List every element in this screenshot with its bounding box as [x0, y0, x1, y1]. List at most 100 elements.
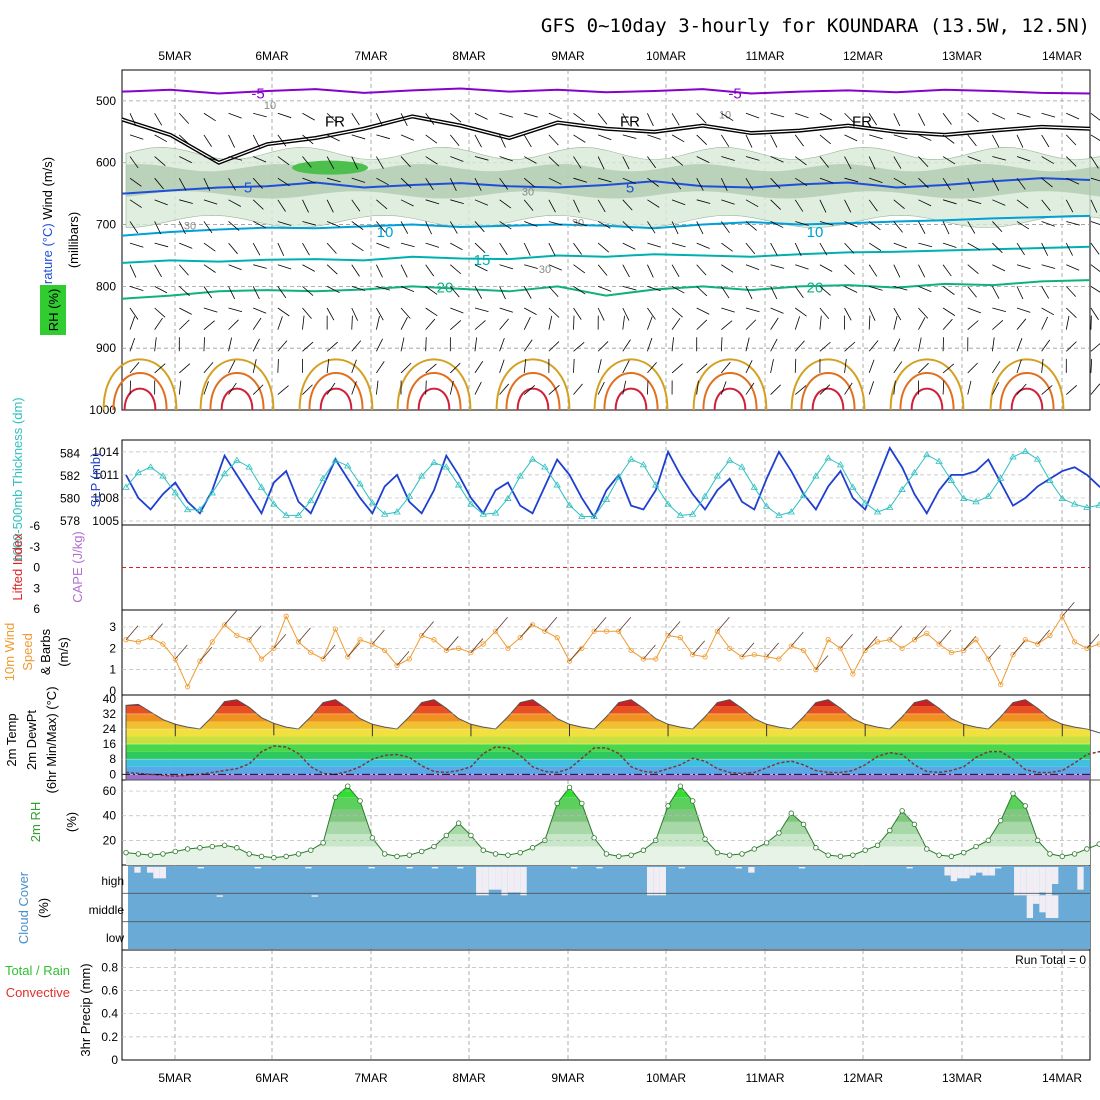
wind-barb [154, 156, 166, 166]
thickness-marker [762, 502, 771, 509]
wind-barb [918, 317, 926, 330]
rh-marker [160, 851, 166, 857]
wind-barb [893, 177, 907, 186]
wind-barb [967, 307, 981, 314]
thickness-marker [196, 505, 204, 513]
rh-marker [862, 847, 868, 853]
wind-speed-marker [800, 647, 807, 654]
wind-barb [450, 264, 462, 275]
temp-band [126, 759, 1090, 767]
wind-speed-marker [911, 637, 918, 643]
thickness-marker [134, 468, 143, 476]
wind-barb [770, 156, 784, 163]
cloud-mid-bar [1033, 895, 1040, 904]
contour-label-12: 30 [522, 187, 534, 199]
wind-barb [868, 307, 876, 321]
rh-marker [529, 845, 536, 851]
wind-barb [277, 358, 279, 373]
thickness-marker [652, 481, 660, 488]
rh-marker [1010, 790, 1016, 797]
wind-speed-marker [480, 641, 486, 647]
thickness-marker [442, 463, 451, 470]
lifted-tick--6: -6 [29, 519, 40, 533]
wind-barb [351, 199, 361, 212]
wind-barb [647, 221, 656, 234]
precip-tick-0.2: 0.2 [101, 1030, 118, 1044]
thickness-marker [1033, 455, 1042, 462]
wind-barb [1066, 264, 1080, 271]
wind-barb [819, 199, 827, 213]
wind-barb [844, 199, 852, 213]
wind-barb [696, 319, 708, 330]
precip-ylabel: 3hr Precip (mm) [78, 963, 93, 1056]
rh-band [126, 797, 1090, 810]
thickness-marker [775, 511, 783, 518]
wind-barb [671, 242, 686, 248]
lifted-ylabel: Lifted Index [10, 533, 25, 601]
wind-barb [474, 199, 489, 206]
thickness-marker [1009, 453, 1017, 460]
thickness-marker [713, 472, 722, 479]
wind-barb [622, 264, 630, 278]
wind-barb [647, 285, 661, 292]
wind-barb [844, 221, 858, 228]
rh-marker [184, 846, 191, 852]
wind-barb [450, 307, 464, 314]
thickness-marker [516, 472, 524, 479]
wind-barb [523, 177, 536, 188]
wind-barb [228, 156, 243, 161]
wind-barb [326, 382, 336, 395]
wind-barb [474, 381, 482, 395]
thickness-marker [1095, 501, 1100, 508]
wind-barb-10m [717, 616, 730, 632]
wind-barb [253, 156, 267, 163]
rh-marker [1059, 853, 1065, 860]
thickness-marker [159, 472, 167, 479]
rh-marker [714, 849, 721, 856]
cloud-high-bar [995, 867, 1002, 869]
wind-barb [721, 156, 735, 161]
wind-barb [129, 307, 139, 320]
wind-barb [893, 380, 896, 395]
wind-barb [1090, 112, 1100, 121]
wind-barb [1065, 156, 1077, 167]
wind-barb [745, 221, 757, 231]
thickness-marker [307, 497, 315, 504]
thickness-marker [923, 450, 931, 458]
temp-ylabel-0: 2m Temp [4, 713, 19, 766]
cloud-high-bar [1052, 867, 1059, 884]
wind-barb [203, 337, 205, 352]
rh-marker [911, 821, 918, 828]
date-tick-top-12MAR: 12MAR [843, 49, 883, 63]
wind-barb [376, 338, 384, 352]
contour-label-5: 5 [244, 179, 252, 196]
wind-barb [967, 178, 975, 191]
wind-barb [868, 264, 878, 277]
warm-contour-0-0 [102, 358, 178, 411]
contour-label-8: 10 [807, 224, 824, 241]
wind-barb [819, 341, 831, 352]
wind-barb [598, 134, 612, 141]
wind-barb [302, 177, 316, 184]
slp-tick-1011: 1011 [93, 468, 119, 482]
wind-barb [129, 285, 144, 291]
wind-barb [129, 177, 142, 187]
wind-barb [721, 199, 735, 205]
wind-barb [228, 112, 242, 119]
wind-barb [277, 385, 289, 395]
thickness-marker [824, 454, 832, 461]
thickness-marker [565, 501, 574, 508]
wind-barb [992, 199, 1006, 206]
rh-marker [689, 798, 696, 804]
wind-barb [178, 319, 190, 330]
wind-barb [228, 134, 235, 148]
wind-barb-10m [914, 625, 927, 641]
wind-barb [326, 112, 338, 124]
wind-barb [597, 156, 605, 170]
wind-barb [474, 112, 488, 120]
warm-contour-9-0 [989, 358, 1065, 411]
wind-barb [376, 177, 389, 186]
rh-marker [1047, 851, 1053, 857]
wind-barb [302, 221, 317, 226]
wind-barb [253, 307, 267, 314]
